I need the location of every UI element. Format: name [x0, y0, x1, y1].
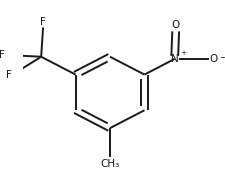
Text: F: F — [40, 17, 46, 27]
Text: +: + — [179, 50, 185, 56]
Text: N: N — [170, 54, 178, 64]
Text: −: − — [218, 53, 225, 62]
Text: F: F — [6, 70, 11, 80]
Text: F: F — [0, 50, 5, 60]
Text: CH₃: CH₃ — [100, 159, 119, 169]
Text: O: O — [209, 54, 217, 64]
Text: O: O — [171, 20, 179, 30]
